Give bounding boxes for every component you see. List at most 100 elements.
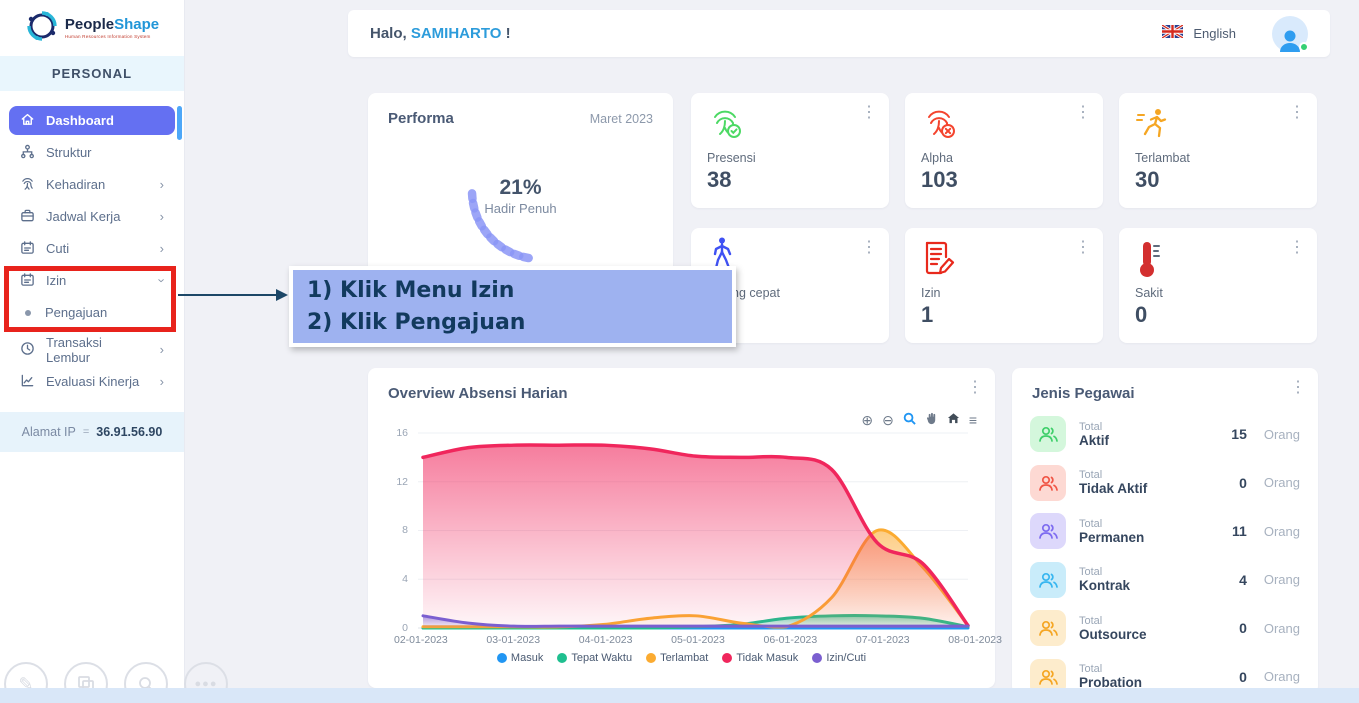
clock-icon xyxy=(20,341,35,359)
gauge-value: 21% xyxy=(499,176,542,199)
thermometer-icon xyxy=(1135,240,1163,283)
absensi-chart-card: Overview Absensi Harian ⋮ ⊕ ⊖ ≡ 16 12 8 … xyxy=(368,368,1002,688)
more-options-icon[interactable]: ●●● xyxy=(184,662,228,703)
org-icon xyxy=(20,144,35,162)
y-tick: 16 xyxy=(396,427,408,439)
username: SAMIHARTO xyxy=(410,25,502,42)
stat-card-alpha: ⋮ Alpha 103 xyxy=(905,93,1103,208)
tutorial-highlight-box xyxy=(4,266,176,332)
zoom-out-icon[interactable]: ⊖ xyxy=(882,411,894,428)
sidebar-scrollbar[interactable] xyxy=(177,106,182,140)
chart-line-icon xyxy=(20,373,35,391)
jenis-row-kontrak: Total Kontrak 4 Orang xyxy=(1012,556,1318,605)
sidebar: PeopleShape Human Resources Information … xyxy=(0,0,185,688)
walker-icon xyxy=(707,236,737,275)
people-icon xyxy=(1030,561,1066,598)
bullet-icon xyxy=(25,309,31,316)
jenis-pegawai-card: Jenis Pegawai ⋮ Total Aktif 15 Orang Total… xyxy=(1012,368,1318,695)
kebab-menu-icon[interactable]: ⋮ xyxy=(1075,104,1091,121)
kebab-menu-icon[interactable]: ⋮ xyxy=(1289,104,1305,121)
legend-item-masuk[interactable]: Masuk xyxy=(496,652,543,664)
ip-address-value: 36.91.56.90 xyxy=(96,425,163,439)
jenis-row-aktif: Total Aktif 15 Orang xyxy=(1012,410,1318,459)
document-edit-icon xyxy=(921,240,955,281)
kebab-menu-icon[interactable]: ⋮ xyxy=(861,104,877,121)
kebab-menu-icon[interactable]: ⋮ xyxy=(1075,239,1091,256)
sidebar-item-dashboard[interactable]: Dashboard xyxy=(9,106,175,135)
kebab-menu-icon[interactable]: ⋮ xyxy=(861,239,877,256)
uk-flag-icon[interactable] xyxy=(1161,23,1185,43)
sidebar-item-transaksi-lembur[interactable]: Transaksi Lembur › xyxy=(9,335,175,365)
stat-card-terlambat: ⋮ Terlambat 30 xyxy=(1119,93,1317,208)
runner-icon xyxy=(1135,105,1171,146)
jenis-row-outsource: Total Outsource 0 Orang xyxy=(1012,604,1318,653)
x-axis-labels: 02-01-2023 03-01-2023 04-01-2023 05-01-202… xyxy=(394,634,1002,646)
chart-legend: Masuk Tepat Waktu Terlambat Tidak Masuk … xyxy=(368,652,995,664)
chart-toolbar: ⊕ ⊖ ≡ xyxy=(861,412,977,427)
jenis-row-permanen: Total Permanen 11 Orang xyxy=(1012,507,1318,556)
area-chart[interactable] xyxy=(378,423,985,648)
performa-title: Performa xyxy=(388,110,454,127)
selection-zoom-icon[interactable] xyxy=(903,412,916,427)
ip-address-block: Alamat IP = 36.91.56.90 xyxy=(0,412,184,452)
legend-dot xyxy=(557,653,568,663)
tutorial-arrow xyxy=(178,289,288,301)
legend-dot xyxy=(812,653,823,663)
reset-home-icon[interactable] xyxy=(947,412,960,427)
brand-logo[interactable]: PeopleShape Human Resources Information … xyxy=(0,0,184,56)
y-tick: 4 xyxy=(402,573,408,585)
gauge-label: Hadir Penuh xyxy=(484,201,557,216)
greeting: Halo, SAMIHARTO ! xyxy=(370,25,511,42)
zoom-in-icon[interactable]: ⊕ xyxy=(861,411,874,428)
sidebar-item-izin[interactable]: Izin › xyxy=(9,266,175,295)
y-tick: 0 xyxy=(402,622,408,634)
chevron-right-icon: › xyxy=(159,241,164,256)
sidebar-item-kehadiran[interactable]: Kehadiran › xyxy=(9,170,175,199)
bottom-strip xyxy=(0,688,1359,703)
sidebar-menu: Dashboard Struktur Kehadiran › Jadwal Ker… xyxy=(0,91,184,396)
fingerprint-check-icon xyxy=(707,105,743,146)
kebab-menu-icon[interactable]: ⋮ xyxy=(1290,379,1306,396)
people-icon xyxy=(1030,610,1066,647)
language-selector[interactable]: English xyxy=(1193,26,1236,41)
stat-card-izin: ⋮ Izin 1 xyxy=(905,228,1103,343)
kebab-menu-icon[interactable]: ⋮ xyxy=(1289,239,1305,256)
sidebar-section-label: PERSONAL xyxy=(0,56,184,91)
people-icon xyxy=(1030,416,1066,453)
legend-item-terlambat[interactable]: Terlambat xyxy=(646,652,708,664)
legend-item-tepat-waktu[interactable]: Tepat Waktu xyxy=(557,652,632,664)
jenis-row-tidak-aktif: Total Tidak Aktif 0 Orang xyxy=(1012,459,1318,508)
tutorial-callout: 1) Klik Menu Izin 2) Klik Pengajuan xyxy=(289,266,736,347)
pan-icon[interactable] xyxy=(925,412,938,427)
chevron-right-icon: › xyxy=(159,342,164,357)
stat-card-presensi: ⋮ Presensi 38 xyxy=(691,93,889,208)
sidebar-item-struktur[interactable]: Struktur xyxy=(9,138,175,167)
callout-line-1: 1) Klik Menu Izin xyxy=(307,278,515,303)
briefcase-icon xyxy=(20,208,35,226)
calendar-icon xyxy=(20,272,35,290)
user-avatar[interactable] xyxy=(1272,15,1309,52)
brand-name: PeopleShape xyxy=(64,16,160,33)
sidebar-item-jadwal-kerja[interactable]: Jadwal Kerja › xyxy=(9,202,175,231)
kebab-menu-icon[interactable]: ⋮ xyxy=(967,379,983,396)
people-icon xyxy=(1030,464,1066,501)
legend-dot xyxy=(722,653,733,663)
legend-item-tidak-masuk[interactable]: Tidak Masuk xyxy=(722,652,798,664)
chart-title: Overview Absensi Harian xyxy=(388,385,568,402)
sidebar-item-evaluasi-kinerja[interactable]: Evaluasi Kinerja › xyxy=(9,367,175,396)
menu-icon[interactable]: ≡ xyxy=(968,411,977,428)
legend-item-izin-cuti[interactable]: Izin/Cuti xyxy=(812,652,866,664)
sidebar-item-pengajuan[interactable]: Pengajuan xyxy=(9,298,175,327)
sidebar-item-cuti[interactable]: Cuti › xyxy=(9,234,175,263)
brand-tagline: Human Resources Information System xyxy=(64,34,151,39)
legend-dot xyxy=(496,653,507,663)
people-icon xyxy=(1030,513,1066,550)
callout-line-2: 2) Klik Pengajuan xyxy=(307,309,526,335)
chevron-right-icon: › xyxy=(159,209,164,224)
attendance-gauge xyxy=(467,189,533,263)
stat-card-sakit: ⋮ Sakit 0 xyxy=(1119,228,1317,343)
calendar-icon xyxy=(20,240,35,258)
topbar: Halo, SAMIHARTO ! English xyxy=(348,10,1330,57)
online-status-dot xyxy=(1299,41,1309,52)
